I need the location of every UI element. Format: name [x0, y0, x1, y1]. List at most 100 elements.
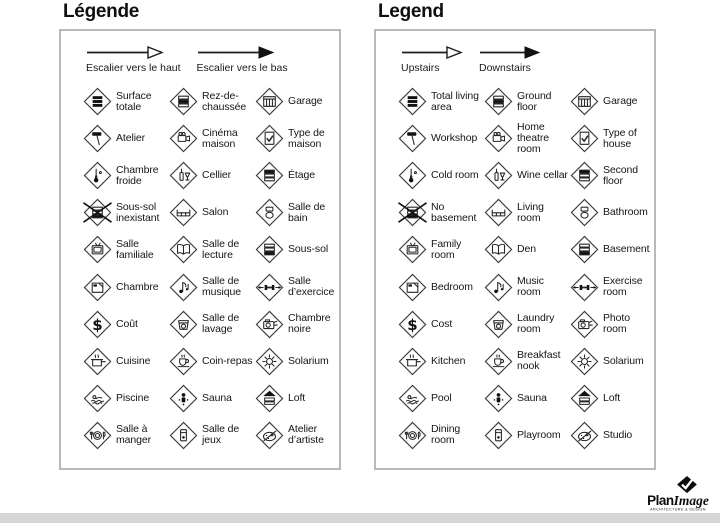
legend-item: Surface totale [83, 87, 169, 116]
legend-panel-english: Legend Upstairs Downstairs Total living … [374, 0, 660, 470]
type-of-house-icon [255, 124, 284, 153]
legend-item: Piscine [83, 384, 169, 413]
legend-item-label: Cold room [431, 169, 479, 182]
logo-image-text: Image [673, 493, 709, 508]
legend-item: Chambre [83, 273, 169, 302]
legend-grid-french: Surface totale Rez-de-chaussée Garage Ateli… [83, 83, 339, 454]
living-room-icon [484, 198, 513, 227]
legend-item-label: Salle de lecture [202, 237, 240, 261]
legend-item-label: Playroom [517, 428, 561, 441]
legend-item: Salle d’exercice [255, 273, 341, 302]
legend-item-label: Piscine [116, 391, 150, 404]
legend-item-label: Exercise room [603, 275, 643, 299]
legend-item-label: Pool [431, 391, 452, 404]
legend-item: Kitchen [398, 347, 484, 376]
legend-item-label: Living room [517, 200, 544, 224]
legend-item: $ Coût [83, 310, 169, 339]
stairs-up-label: Upstairs [401, 62, 440, 74]
studio-icon [255, 421, 284, 450]
legend-item-label: Music room [517, 275, 544, 299]
family-room-icon [83, 236, 112, 264]
legend-item-label: Home theatre room [517, 121, 549, 156]
legend-item-label: Salle de jeux [202, 423, 240, 447]
legend-item: Breakfast nook [484, 347, 570, 376]
legend-item: Living room [484, 198, 570, 227]
den-icon [484, 236, 513, 264]
legend-item: Total living area [398, 87, 484, 116]
dining-room-icon [83, 421, 112, 450]
stairs-arrows-french: Escalier vers le haut Escalier vers le b… [86, 46, 339, 74]
legend-item-label: Solarium [288, 354, 329, 367]
legend-item-label: Breakfast nook [517, 349, 561, 373]
cold-room-icon [398, 161, 427, 190]
legend-item: Salle à manger [83, 421, 169, 450]
legend-item-label: Rez-de-chaussée [202, 89, 247, 113]
legend-item: No basement [398, 198, 484, 227]
svg-text:$: $ [407, 316, 417, 334]
solarium-icon [570, 347, 599, 376]
loft-icon [570, 384, 599, 413]
legend-item-label: Chambre [116, 280, 159, 293]
legend-item: Second floor [570, 161, 656, 190]
legend-item: Bedroom [398, 273, 484, 302]
legend-item-label: Cellier [202, 169, 232, 182]
cost-icon: $ [398, 310, 427, 338]
ground-floor-icon [484, 87, 513, 116]
legend-item-label: Coût [116, 317, 138, 330]
planimage-logo: PlanImage ARCHITECTURE & DESIGN [643, 476, 713, 514]
legend-item-label: Chambre froide [116, 163, 159, 187]
total-area-icon [83, 87, 112, 116]
legend-item-label: Salle d’exercice [288, 275, 335, 299]
legend-item: Cinéma maison [169, 124, 255, 153]
photo-room-icon [570, 310, 599, 338]
second-floor-icon [570, 161, 599, 190]
planimage-wordmark: PlanImage [647, 493, 709, 508]
legend-item: Garage [570, 87, 656, 116]
stairs-down-entry: Escalier vers le bas [197, 46, 288, 74]
legend-item-label: Dining room [431, 423, 461, 447]
legend-item: Exercise room [570, 273, 656, 302]
legend-item: Sous-sol inexistant [83, 198, 169, 227]
legend-item-label: Salle de bain [288, 200, 326, 224]
ground-floor-icon [169, 87, 198, 116]
legend-item: Pool [398, 384, 484, 413]
pool-icon [83, 384, 112, 413]
stairs-down-arrow-icon [197, 46, 274, 59]
legend-item-label: Type de maison [288, 126, 325, 150]
legend-item: Workshop [398, 124, 484, 153]
legend-item-label: Sous-sol [288, 243, 329, 256]
legend-item-label: Wine cellar [517, 169, 568, 182]
legend-item: Wine cellar [484, 161, 570, 190]
legend-item: Cellier [169, 161, 255, 190]
kitchen-icon [398, 347, 427, 376]
legend-item: Coin-repas [169, 347, 255, 376]
music-room-icon [484, 273, 513, 301]
legend-item-label: Garage [603, 95, 638, 108]
laundry-room-icon [484, 310, 513, 338]
bedroom-icon [398, 273, 427, 301]
legend-item-label: Cuisine [116, 354, 151, 367]
legend-item: Sous-sol [255, 235, 341, 264]
legend-item: Solarium [570, 347, 656, 376]
legend-grid-english: Total living area Ground floor Garage Works… [398, 83, 654, 454]
legend-item-label: Loft [288, 391, 306, 404]
playroom-icon [484, 421, 513, 450]
legend-item-label: Type of house [603, 126, 637, 150]
legend-item-label: Atelier [116, 132, 146, 145]
stairs-down-entry: Downstairs [479, 46, 541, 74]
legend-item-label: Bedroom [431, 280, 473, 293]
wine-cellar-icon [169, 161, 198, 190]
stairs-up-label: Escalier vers le haut [86, 62, 181, 74]
legend-item: Type of house [570, 124, 656, 153]
legend-item-label: Surface totale [116, 89, 152, 113]
legend-item-label: Total living area [431, 89, 479, 113]
legend-item: Studio [570, 421, 656, 450]
cost-icon: $ [83, 310, 112, 338]
legend-item-label: Sauna [202, 391, 232, 404]
legend-item: Photo room [570, 310, 656, 339]
legend-item-label: Salle de lavage [202, 312, 240, 336]
stairs-down-label: Escalier vers le bas [196, 62, 288, 74]
logo-plan-text: Plan [647, 493, 674, 508]
legend-item-label: Sauna [517, 391, 547, 404]
legend-item: Étage [255, 161, 341, 190]
